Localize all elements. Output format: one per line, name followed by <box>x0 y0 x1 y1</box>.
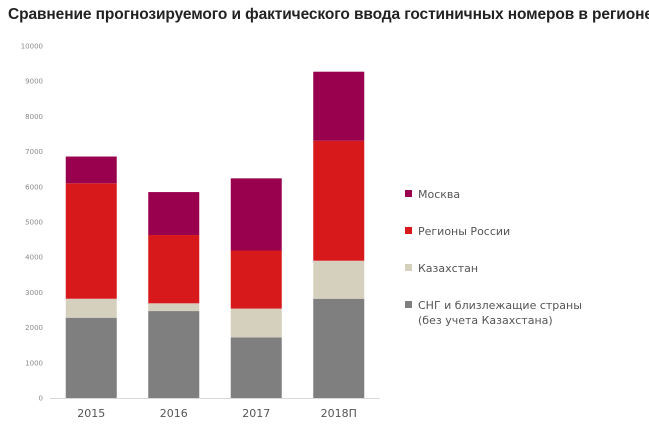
legend-item: СНГ и близлежащие страны (без учета Каза… <box>405 298 582 328</box>
y-tick-label: 3000 <box>25 289 43 297</box>
bar-segment-4 <box>148 192 200 236</box>
legend-item: Регионы России <box>405 224 510 239</box>
x-tick-label: 2016 <box>160 407 188 420</box>
bar-segment-2 <box>148 303 200 312</box>
bar-segment-4 <box>313 71 365 141</box>
y-tick-label: 6000 <box>25 183 43 191</box>
y-tick-label: 0 <box>39 395 43 403</box>
x-tick-label: 2017 <box>242 407 270 420</box>
x-tick-label: 2018П <box>321 407 357 420</box>
bar-segment-3 <box>313 140 365 261</box>
legend-swatch <box>405 301 412 308</box>
legend-label: Казахстан <box>418 262 479 275</box>
legend-swatch <box>405 227 412 234</box>
bar-segment-3 <box>65 183 117 299</box>
bar-segment-4 <box>230 178 282 251</box>
bar-segment-3 <box>148 235 200 304</box>
chart-title: Сравнение прогнозируемого и фактического… <box>8 6 649 23</box>
legend-label: СНГ и близлежащие страны (без учета Каза… <box>418 299 582 327</box>
bar-segment-4 <box>65 156 117 184</box>
bar-segment-2 <box>313 260 365 299</box>
y-tick-label: 1000 <box>25 359 43 367</box>
y-tick-label: 4000 <box>25 254 43 262</box>
bar-segment-1 <box>313 298 365 398</box>
legend-swatch <box>405 264 412 271</box>
legend-item: Казахстан <box>405 261 478 276</box>
legend-item: Москва <box>405 187 460 202</box>
legend-swatch <box>405 190 412 197</box>
legend-label: Москва <box>418 188 461 201</box>
bar-segment-2 <box>230 308 282 338</box>
legend-label: Регионы России <box>418 225 511 238</box>
y-tick-label: 7000 <box>25 148 43 156</box>
bar-segment-3 <box>230 250 282 309</box>
y-tick-label: 5000 <box>25 219 43 227</box>
y-tick-label: 10000 <box>21 43 43 51</box>
bar-segment-1 <box>65 317 117 398</box>
y-tick-label: 9000 <box>25 78 43 86</box>
x-tick-label: 2015 <box>77 407 105 420</box>
bar-segment-1 <box>148 311 200 398</box>
bar-segment-1 <box>230 337 282 398</box>
y-tick-label: 2000 <box>25 324 43 332</box>
y-tick-label: 8000 <box>25 113 43 121</box>
bar-segment-2 <box>65 298 117 318</box>
